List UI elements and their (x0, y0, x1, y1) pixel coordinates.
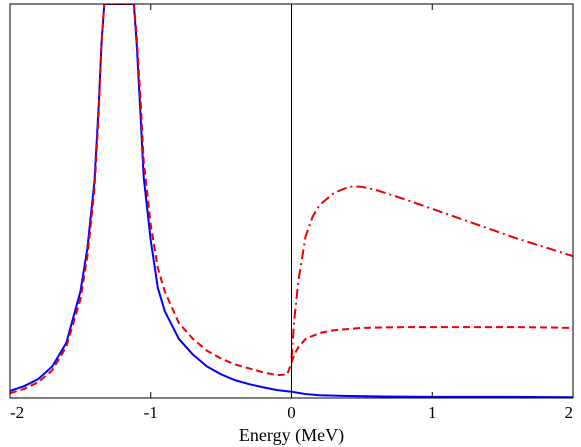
x-ticks: -2 -1 0 1 2 (9, 4, 574, 422)
x-axis-label: Energy (MeV) (239, 425, 344, 446)
x-tick-label: -1 (144, 403, 158, 422)
series-layer (10, 4, 573, 398)
series-line-2-dashed (10, 4, 573, 395)
x-tick-label: 0 (287, 403, 296, 422)
series-line-1-solid (10, 4, 573, 398)
series-line-3-dashdot (290, 185, 573, 359)
x-tick-label: 2 (565, 403, 574, 422)
x-tick-label: 1 (428, 403, 437, 422)
x-tick-label: -2 (10, 403, 24, 422)
